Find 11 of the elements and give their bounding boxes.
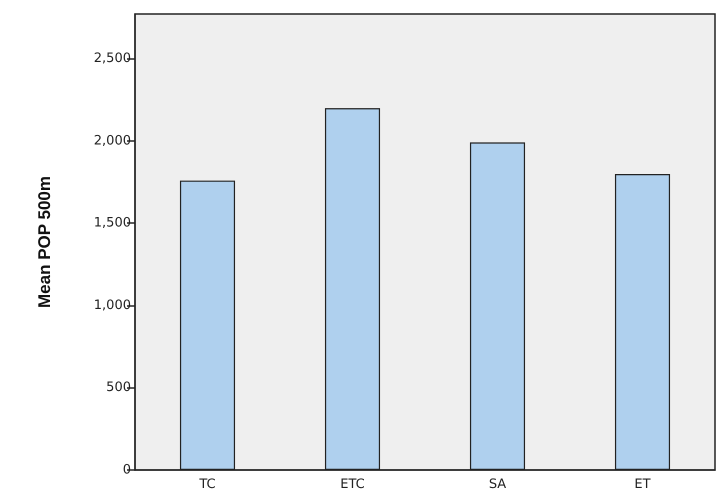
x-tick-label: SA [488,477,506,492]
x-tick-label: ETC [340,477,365,492]
y-axis-title: Mean POP 500m [35,176,54,308]
y-tick-label: 2,000 [94,133,131,148]
y-tick-label: 2,500 [94,50,131,66]
y-tick-label: 500 [106,380,131,396]
y-tick-label: 0 [122,462,131,478]
x-tick-label: TC [198,477,216,492]
y-tick-label: 1,000 [94,298,131,313]
x-tick-label: ET [634,477,651,492]
y-tick-label: 1,500 [94,216,131,231]
